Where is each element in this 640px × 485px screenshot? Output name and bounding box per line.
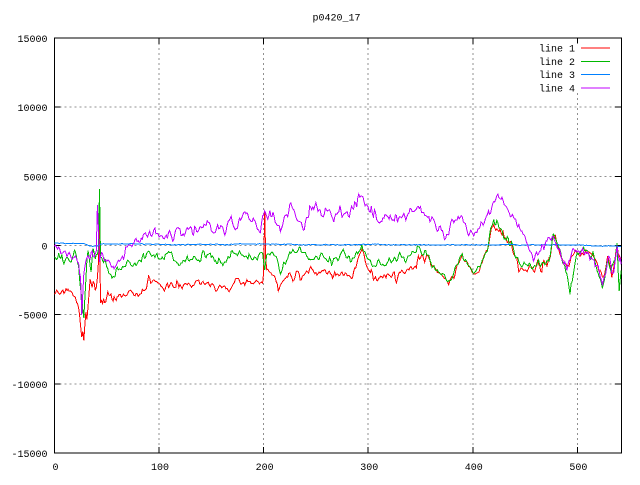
svg-text:p0420_17: p0420_17	[312, 14, 360, 25]
svg-text:5000: 5000	[23, 173, 47, 184]
svg-text:line 3: line 3	[539, 70, 575, 82]
svg-text:400: 400	[465, 463, 483, 474]
svg-text:-15000: -15000	[11, 450, 47, 461]
svg-text:0: 0	[41, 243, 47, 254]
svg-text:10000: 10000	[17, 104, 47, 115]
svg-text:15000: 15000	[17, 35, 47, 46]
svg-text:200: 200	[256, 463, 274, 474]
svg-text:line 4: line 4	[539, 83, 575, 95]
svg-text:-5000: -5000	[17, 312, 47, 323]
svg-text:-10000: -10000	[11, 381, 47, 392]
svg-text:0: 0	[52, 463, 58, 474]
svg-text:line 2: line 2	[539, 57, 575, 69]
svg-text:line 1: line 1	[539, 44, 575, 56]
svg-text:500: 500	[569, 463, 587, 474]
svg-text:300: 300	[360, 463, 378, 474]
svg-text:100: 100	[151, 463, 169, 474]
